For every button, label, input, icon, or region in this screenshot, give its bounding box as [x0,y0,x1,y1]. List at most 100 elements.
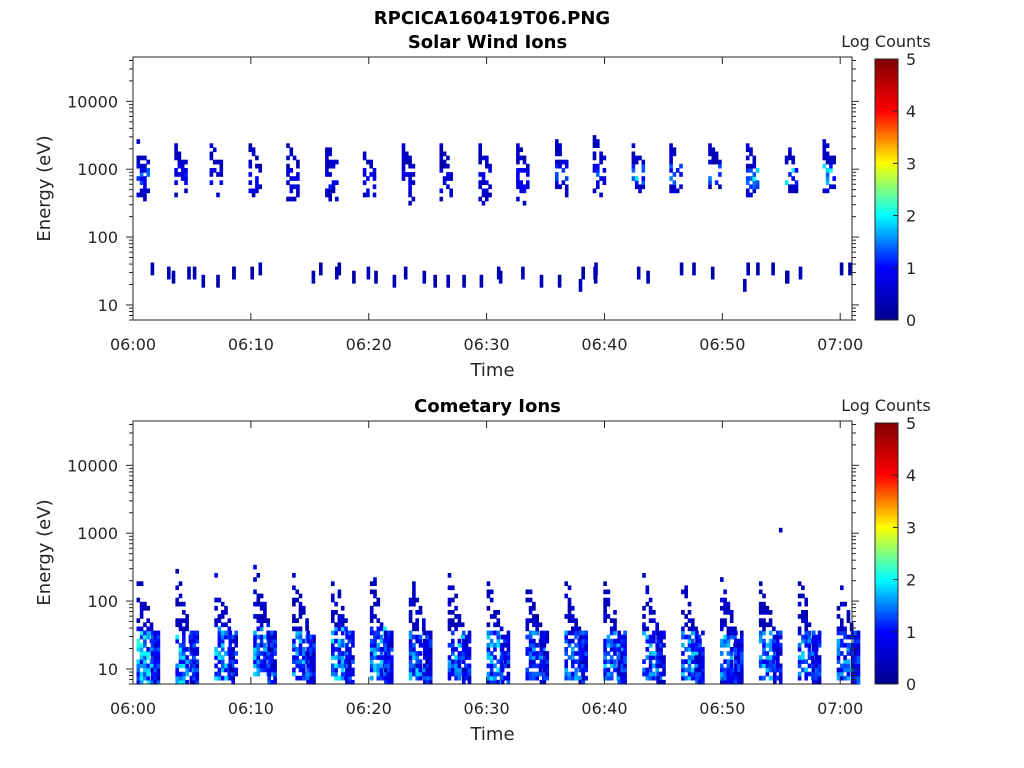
burst-cell [801,593,805,599]
burst-cell [804,618,808,623]
burst-cell [334,601,338,607]
burst-cell [737,655,741,660]
burst-cell [486,655,491,660]
burst-cell [571,618,575,623]
burst-cell [209,143,214,148]
burst-cell [289,176,294,181]
burst-cell [652,663,656,669]
burst-cell [631,143,636,148]
burst-cell [519,147,523,153]
burst-cell [306,667,310,673]
burst-cell [216,274,220,280]
burst-cell [447,659,452,664]
burst-cell [401,143,406,148]
burst-cell [209,168,214,173]
burst-cell [645,671,650,677]
burst-cell [499,626,504,632]
burst-cell [192,663,197,669]
burst-cell [309,659,313,664]
burst-cell [853,675,858,681]
burst-cell [195,675,200,681]
plot-area [132,56,853,321]
burst-cell [571,605,575,611]
burst-cell [457,671,462,677]
burst-cell [528,618,533,623]
burst-cell [340,618,345,623]
burst-cell [146,671,150,677]
burst-cell [817,675,822,681]
burst-cell [479,283,484,288]
burst-cell [613,630,617,636]
burst-cell [306,638,310,644]
burst-cell [256,642,261,648]
burst-cell [485,192,489,198]
burst-cell [720,626,724,632]
burst-cell [726,638,731,644]
burst-cell [500,679,505,685]
burst-cell [836,651,841,656]
burst-cell [814,638,819,644]
burst-cell [478,155,482,161]
burst-cell [344,626,348,632]
burst-cell [390,642,394,648]
burst-cell [843,642,847,648]
burst-cell [373,638,377,644]
burst-cell [797,663,802,669]
burst-cell [836,659,841,664]
colorbar [874,58,899,321]
burst-cell [334,626,338,632]
burst-cell [584,647,588,652]
burst-cell [503,663,508,669]
burst-cell [631,151,636,157]
burst-cell [581,642,586,648]
burst-cell [648,667,653,673]
burst-cell [175,679,179,685]
burst-cell [762,630,766,636]
burst-cell [822,143,827,148]
burst-cell [195,647,200,652]
burst-cell [150,262,155,268]
burst-cell [695,675,699,681]
burst-cell [306,679,310,685]
burst-cell [136,155,141,161]
burst-cell [457,675,462,681]
burst-cell [214,647,218,652]
burst-cell [788,155,792,161]
burst-cell [328,159,332,165]
burst-cell [506,630,511,636]
burst-cell [822,155,827,161]
burst-cell [175,585,179,591]
burst-cell [850,679,855,685]
burst-cell [267,663,271,669]
burst-cell [784,180,789,185]
burst-cell [253,647,257,652]
burst-cell [729,647,734,652]
burst-cell [405,151,409,157]
burst-cell [185,667,189,673]
burst-cell [153,651,158,656]
burst-cell [214,651,218,656]
burst-cell [519,188,523,194]
burst-cell [642,614,646,619]
burst-cell [762,651,766,656]
burst-cell [609,659,614,664]
burst-cell [687,626,692,632]
burst-cell [679,266,684,272]
burst-cell [150,266,155,272]
burst-cell [143,659,147,664]
burst-cell [175,601,179,607]
burst-cell [592,188,597,194]
burst-cell [266,651,270,656]
burst-cell [567,655,572,660]
burst-cell [415,667,419,673]
burst-cell [694,651,698,656]
burst-cell [178,581,183,586]
burst-cell [850,671,855,677]
burst-cell [684,647,688,652]
burst-cell [351,671,355,677]
burst-cell [564,184,569,190]
burst-cell [567,638,572,644]
burst-cell [337,647,342,652]
burst-cell [734,651,738,656]
burst-cell [481,176,486,181]
